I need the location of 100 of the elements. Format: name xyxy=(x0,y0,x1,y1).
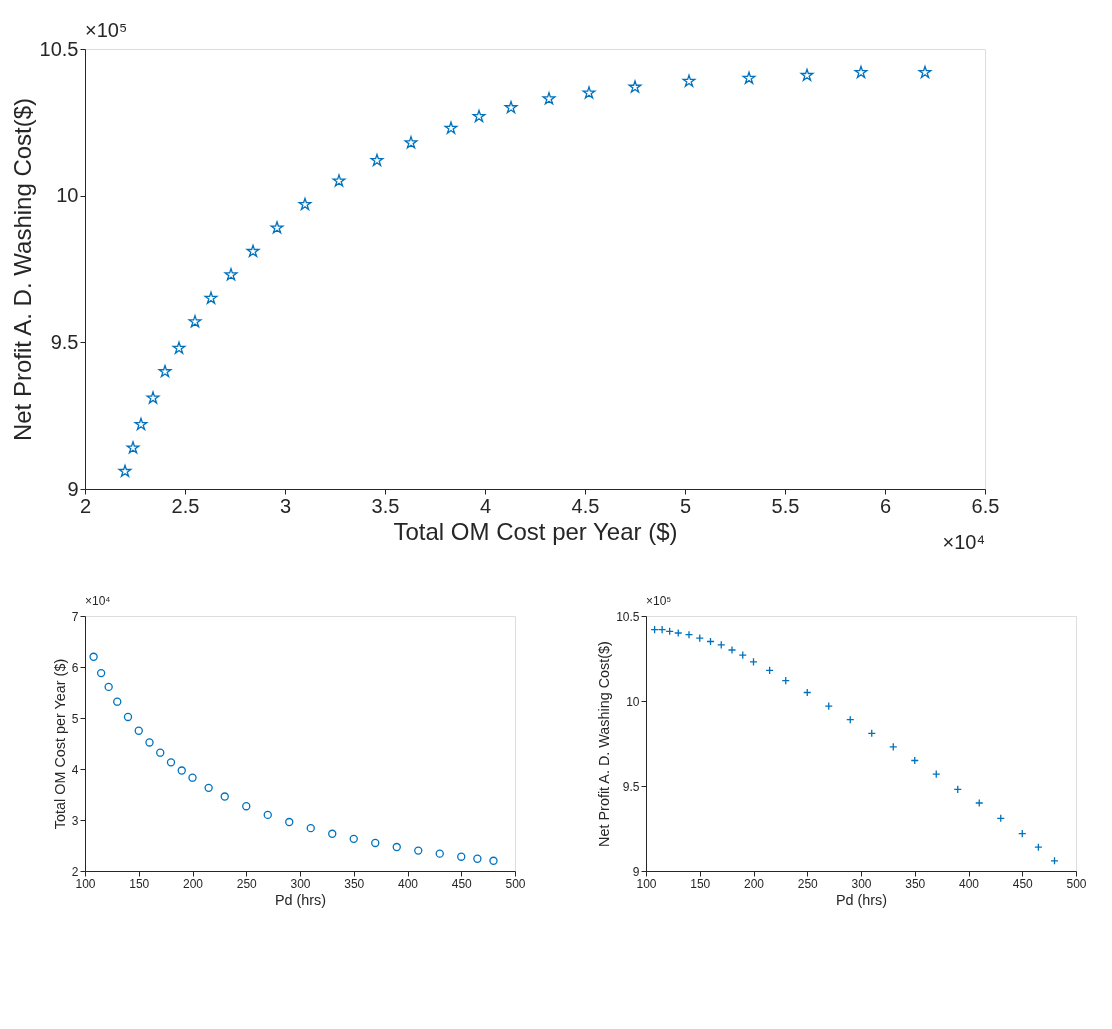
x-axis-title: Total OM Cost per Year ($) xyxy=(393,517,678,545)
y-tick-label: 10.5 xyxy=(616,609,640,624)
x-tick-label: 250 xyxy=(797,876,819,891)
point xyxy=(118,464,132,478)
x-tick-label: 4.5 xyxy=(571,494,600,517)
point xyxy=(113,697,122,706)
x-tick-label: 150 xyxy=(690,876,711,891)
x-tick-label: 4 xyxy=(479,494,492,517)
point xyxy=(370,153,384,167)
point xyxy=(444,121,458,134)
point xyxy=(188,315,202,328)
x-tick-label: 200 xyxy=(743,876,765,891)
point xyxy=(414,846,423,855)
y-axis-title: Net Profit A. D. Washing Cost($) xyxy=(596,641,613,847)
y-tick-label: 3 xyxy=(71,813,79,828)
point xyxy=(582,86,596,99)
point xyxy=(854,65,868,79)
x-tick-label: 100 xyxy=(75,876,96,891)
y-tick-label: 7 xyxy=(71,609,79,624)
point xyxy=(628,80,642,93)
x-tick-label: 400 xyxy=(397,876,419,891)
text: ×10⁴ xyxy=(942,531,985,553)
point xyxy=(134,417,148,431)
x-tick-label: 450 xyxy=(451,876,473,891)
y-tick-label: 9 xyxy=(632,864,640,879)
point xyxy=(146,391,160,404)
point xyxy=(682,74,696,87)
x-tick-label: 350 xyxy=(905,876,926,891)
x-tick-label: 6.5 xyxy=(971,494,1000,517)
y-tick-label: 5 xyxy=(71,711,79,726)
point xyxy=(220,792,229,801)
x-tick-label: 3 xyxy=(279,494,292,517)
point xyxy=(392,842,401,852)
y-tick-label: 9.5 xyxy=(50,330,79,353)
point xyxy=(204,291,218,304)
text: ×10⁵ xyxy=(85,19,128,41)
point xyxy=(489,856,498,865)
x-tick-label: 500 xyxy=(505,876,526,891)
x-tick-label: 400 xyxy=(958,876,980,891)
point xyxy=(800,68,814,82)
point xyxy=(89,652,98,661)
x-tick-label: 350 xyxy=(344,876,365,891)
point xyxy=(224,268,238,281)
x-tick-label: 500 xyxy=(1066,876,1087,891)
x-tick-label: 5 xyxy=(679,494,692,517)
point xyxy=(188,773,197,782)
point xyxy=(473,854,482,863)
point xyxy=(270,221,284,234)
point xyxy=(166,758,176,767)
y-axis-title: Total OM Cost per Year ($) xyxy=(51,658,68,830)
x-tick-label: 6 xyxy=(879,494,892,517)
point xyxy=(349,834,358,844)
x-tick-label: 5.5 xyxy=(771,494,800,517)
point xyxy=(204,783,213,793)
point xyxy=(328,829,337,838)
x-tick-label: 250 xyxy=(236,876,258,891)
point xyxy=(134,726,143,735)
point xyxy=(332,174,346,187)
y-tick-label: 4 xyxy=(71,762,79,777)
point xyxy=(371,838,380,848)
point xyxy=(177,766,186,775)
point xyxy=(306,823,315,833)
point xyxy=(298,197,312,211)
text: ×10⁵ xyxy=(646,594,672,608)
x-axis-title: Pd (hrs) xyxy=(274,891,327,908)
point xyxy=(123,712,133,722)
point xyxy=(104,682,113,692)
y-tick-label: 9.5 xyxy=(622,779,640,794)
text: ×10⁴ xyxy=(85,594,111,608)
x-tick-label: 200 xyxy=(182,876,204,891)
point xyxy=(246,244,260,258)
point xyxy=(742,71,756,84)
point xyxy=(472,109,486,123)
x-axis-title: Pd (hrs) xyxy=(835,891,888,908)
x-tick-label: 2.5 xyxy=(171,494,200,517)
y-tick-label: 10 xyxy=(56,184,79,207)
point xyxy=(749,657,758,667)
point xyxy=(126,441,140,454)
point xyxy=(145,738,154,747)
point xyxy=(285,817,294,827)
y-tick-label: 10 xyxy=(626,694,640,709)
point xyxy=(918,65,932,79)
y-tick-label: 10.5 xyxy=(39,37,79,60)
x-tick-label: 150 xyxy=(129,876,150,891)
y-tick-label: 6 xyxy=(71,660,79,675)
point xyxy=(504,100,518,114)
point xyxy=(263,810,272,820)
x-tick-label: 100 xyxy=(636,876,657,891)
point xyxy=(542,92,556,105)
x-tick-label: 450 xyxy=(1012,876,1034,891)
y-tick-label: 9 xyxy=(67,477,79,500)
x-tick-label: 300 xyxy=(290,876,311,891)
point xyxy=(435,849,444,858)
point xyxy=(96,668,106,678)
point xyxy=(242,802,251,811)
point xyxy=(457,852,466,861)
y-axis-title: Net Profit A. D. Washing Cost($) xyxy=(8,97,36,442)
y-tick-label: 2 xyxy=(71,864,79,879)
point xyxy=(158,364,172,378)
x-tick-label: 300 xyxy=(851,876,872,891)
